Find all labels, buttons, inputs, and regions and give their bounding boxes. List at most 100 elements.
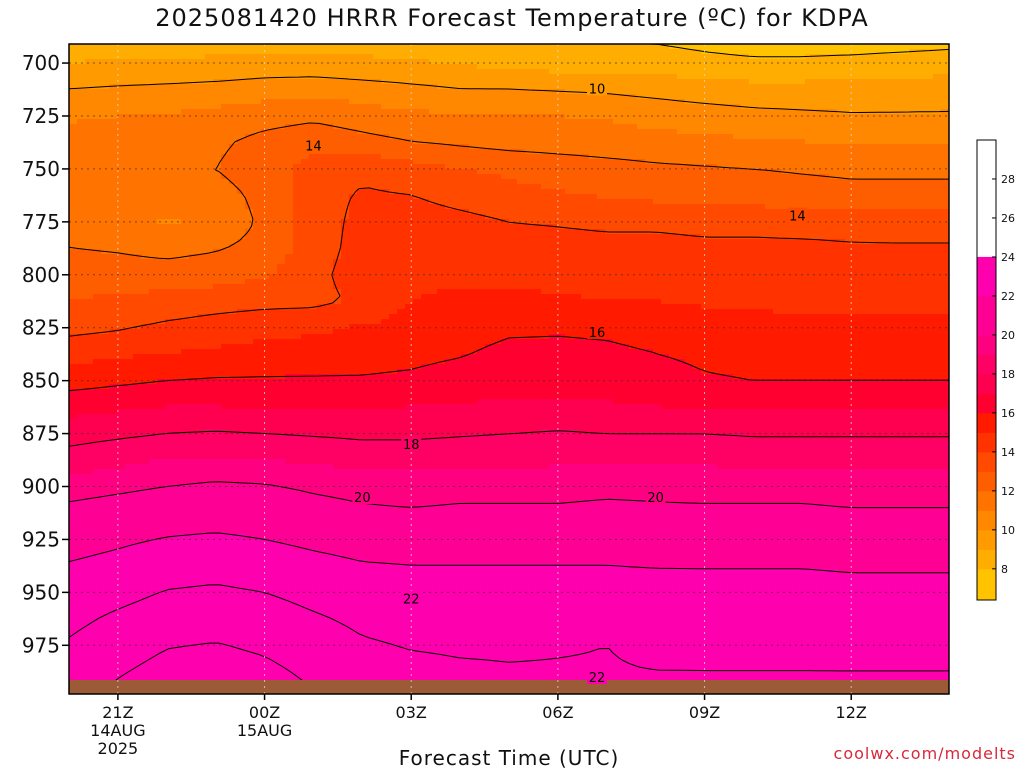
- temperature-cell: [253, 219, 262, 225]
- temperature-cell: [613, 194, 622, 200]
- temperature-cell: [397, 99, 406, 105]
- temperature-cell: [653, 209, 662, 215]
- temperature-cell: [437, 184, 446, 190]
- temperature-cell: [245, 74, 254, 80]
- temperature-cell: [661, 79, 670, 85]
- temperature-cell: [141, 204, 150, 210]
- temperature-cell: [829, 154, 838, 160]
- temperature-cell: [413, 254, 422, 260]
- temperature-cell: [845, 209, 854, 215]
- temperature-cell: [829, 169, 838, 175]
- temperature-cell: [829, 179, 838, 185]
- temperature-cell: [869, 84, 878, 90]
- temperature-cell: [181, 219, 190, 225]
- temperature-cell: [157, 154, 166, 160]
- temperature-cell: [317, 254, 326, 260]
- temperature-cell: [117, 139, 126, 145]
- temperature-cell: [717, 209, 726, 215]
- temperature-cell: [677, 74, 686, 80]
- temperature-cell: [941, 264, 949, 270]
- temperature-cell: [317, 259, 326, 265]
- temperature-cell: [493, 209, 502, 215]
- temperature-cell: [861, 74, 870, 80]
- temperature-cell: [885, 174, 894, 180]
- temperature-cell: [301, 199, 310, 205]
- temperature-cell: [181, 79, 190, 85]
- temperature-cell: [133, 264, 142, 270]
- temperature-cell: [173, 179, 182, 185]
- temperature-cell: [701, 69, 710, 75]
- temperature-cell: [781, 229, 790, 235]
- temperature-cell: [661, 249, 670, 255]
- temperature-cell: [765, 229, 774, 235]
- temperature-cell: [789, 64, 798, 70]
- temperature-cell: [901, 189, 910, 195]
- temperature-cell: [613, 54, 622, 60]
- temperature-cell: [653, 109, 662, 115]
- temperature-cell: [709, 49, 718, 55]
- temperature-cell: [717, 84, 726, 90]
- temperature-cell: [757, 59, 766, 65]
- temperature-cell: [941, 224, 949, 230]
- temperature-cell: [421, 164, 430, 170]
- temperature-cell: [405, 184, 414, 190]
- temperature-cell: [645, 264, 654, 270]
- temperature-cell: [661, 234, 670, 240]
- temperature-cell: [253, 184, 262, 190]
- temperature-cell: [925, 214, 934, 220]
- temperature-cell: [733, 124, 742, 130]
- temperature-cell: [101, 134, 110, 140]
- temperature-cell: [509, 134, 518, 140]
- temperature-cell: [757, 259, 766, 265]
- temperature-cell: [245, 254, 254, 260]
- temperature-cell: [573, 209, 582, 215]
- temperature-cell: [397, 139, 406, 145]
- temperature-cell: [733, 209, 742, 215]
- temperature-cell: [637, 134, 646, 140]
- temperature-cell: [69, 154, 78, 160]
- temperature-cell: [125, 79, 134, 85]
- temperature-cell: [861, 159, 870, 165]
- temperature-cell: [85, 269, 94, 275]
- temperature-cell: [893, 144, 902, 150]
- temperature-cell: [157, 234, 166, 240]
- temperature-cell: [829, 49, 838, 55]
- temperature-cell: [477, 134, 486, 140]
- temperature-cell: [213, 264, 222, 270]
- temperature-cell: [901, 259, 910, 265]
- temperature-cell: [557, 54, 566, 60]
- temperature-cell: [813, 144, 822, 150]
- temperature-cell: [301, 64, 310, 70]
- temperature-cell: [397, 174, 406, 180]
- temperature-cell: [933, 159, 942, 165]
- temperature-cell: [317, 109, 326, 115]
- temperature-cell: [469, 104, 478, 110]
- temperature-cell: [741, 54, 750, 60]
- temperature-cell: [453, 104, 462, 110]
- temperature-cell: [693, 149, 702, 155]
- temperature-cell: [837, 94, 846, 100]
- temperature-cell: [149, 144, 158, 150]
- temperature-cell: [797, 99, 806, 105]
- temperature-cell: [85, 189, 94, 195]
- temperature-cell: [437, 204, 446, 210]
- temperature-cell: [293, 209, 302, 215]
- temperature-cell: [509, 54, 518, 60]
- temperature-cell: [877, 139, 886, 145]
- temperature-cell: [317, 264, 326, 270]
- temperature-cell: [69, 79, 78, 85]
- temperature-cell: [285, 54, 294, 60]
- temperature-cell: [901, 164, 910, 170]
- temperature-cell: [917, 104, 926, 110]
- temperature-cell: [805, 219, 814, 225]
- temperature-cell: [165, 219, 174, 225]
- temperature-cell: [317, 99, 326, 105]
- temperature-cell: [237, 109, 246, 115]
- temperature-cell: [365, 229, 374, 235]
- temperature-cell: [181, 259, 190, 265]
- temperature-cell: [909, 244, 918, 250]
- temperature-cell: [597, 259, 606, 265]
- temperature-cell: [925, 114, 934, 120]
- temperature-cell: [381, 59, 390, 65]
- temperature-cell: [429, 134, 438, 140]
